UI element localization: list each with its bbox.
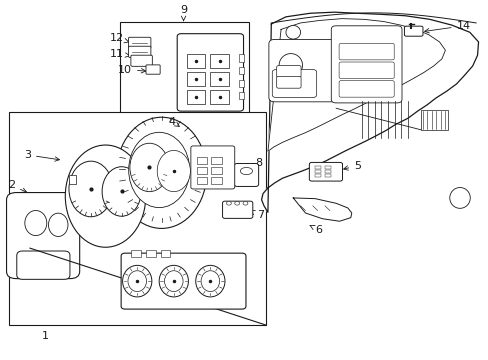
- Bar: [315, 174, 321, 177]
- Ellipse shape: [128, 132, 189, 208]
- Bar: [238, 92, 243, 99]
- Bar: [211, 157, 222, 163]
- Bar: [196, 177, 207, 184]
- Bar: [211, 177, 222, 184]
- FancyBboxPatch shape: [404, 26, 422, 36]
- Ellipse shape: [164, 271, 183, 292]
- Ellipse shape: [449, 188, 469, 208]
- FancyBboxPatch shape: [268, 40, 336, 102]
- FancyBboxPatch shape: [6, 193, 80, 279]
- FancyBboxPatch shape: [234, 163, 258, 186]
- FancyBboxPatch shape: [190, 146, 234, 189]
- FancyBboxPatch shape: [128, 37, 151, 48]
- Bar: [210, 90, 228, 104]
- Text: 9: 9: [180, 5, 187, 21]
- Text: 14: 14: [424, 21, 470, 33]
- FancyBboxPatch shape: [276, 76, 301, 88]
- Bar: [325, 170, 330, 173]
- Bar: [315, 170, 321, 173]
- FancyBboxPatch shape: [131, 55, 152, 66]
- Ellipse shape: [25, 211, 47, 235]
- Text: 11: 11: [109, 49, 129, 59]
- Polygon shape: [261, 12, 478, 212]
- FancyBboxPatch shape: [338, 62, 393, 78]
- Bar: [69, 175, 76, 184]
- FancyBboxPatch shape: [222, 201, 252, 219]
- Text: 8: 8: [249, 158, 262, 168]
- Text: 12: 12: [109, 33, 129, 43]
- Bar: [146, 250, 156, 257]
- Ellipse shape: [116, 117, 206, 228]
- Ellipse shape: [102, 167, 141, 216]
- Bar: [186, 90, 205, 104]
- Ellipse shape: [279, 54, 302, 77]
- Bar: [210, 72, 228, 86]
- Bar: [186, 54, 205, 68]
- FancyBboxPatch shape: [17, 251, 70, 279]
- Ellipse shape: [226, 202, 231, 205]
- Polygon shape: [293, 198, 351, 221]
- FancyBboxPatch shape: [177, 34, 243, 111]
- Bar: [186, 72, 205, 86]
- Bar: [138, 175, 145, 184]
- Polygon shape: [267, 19, 445, 151]
- FancyBboxPatch shape: [309, 162, 342, 181]
- FancyBboxPatch shape: [146, 65, 160, 74]
- Ellipse shape: [240, 167, 252, 175]
- Text: 7: 7: [250, 210, 264, 220]
- Bar: [211, 167, 222, 174]
- Bar: [238, 54, 243, 62]
- Bar: [315, 166, 321, 168]
- FancyBboxPatch shape: [338, 43, 393, 60]
- Text: 3: 3: [24, 150, 60, 161]
- Bar: [131, 250, 141, 257]
- Bar: [120, 22, 249, 116]
- Bar: [210, 54, 228, 68]
- Bar: [9, 112, 266, 325]
- Ellipse shape: [157, 150, 190, 192]
- FancyBboxPatch shape: [121, 253, 245, 309]
- Text: 6: 6: [309, 225, 322, 235]
- Bar: [160, 250, 170, 257]
- Text: 1: 1: [42, 331, 49, 341]
- FancyBboxPatch shape: [330, 26, 401, 103]
- Ellipse shape: [243, 202, 247, 205]
- Ellipse shape: [195, 265, 224, 297]
- Bar: [325, 174, 330, 177]
- Ellipse shape: [48, 213, 68, 237]
- Ellipse shape: [69, 161, 113, 217]
- Ellipse shape: [65, 145, 145, 247]
- Ellipse shape: [128, 271, 146, 292]
- Bar: [196, 167, 207, 174]
- Text: 4: 4: [168, 117, 179, 127]
- Text: 2: 2: [8, 180, 26, 192]
- Ellipse shape: [159, 265, 188, 297]
- Ellipse shape: [201, 271, 219, 292]
- FancyBboxPatch shape: [272, 69, 316, 98]
- Text: 5: 5: [343, 161, 360, 171]
- Bar: [325, 166, 330, 168]
- Text: 13: 13: [191, 284, 211, 299]
- Ellipse shape: [285, 26, 300, 39]
- Bar: [196, 157, 207, 163]
- Bar: [238, 80, 243, 87]
- FancyBboxPatch shape: [276, 66, 301, 77]
- Ellipse shape: [130, 143, 168, 192]
- Ellipse shape: [122, 265, 152, 297]
- FancyBboxPatch shape: [338, 81, 393, 97]
- Ellipse shape: [234, 202, 239, 205]
- Bar: [420, 110, 447, 130]
- Text: 10: 10: [118, 64, 145, 75]
- Bar: [238, 67, 243, 74]
- FancyBboxPatch shape: [128, 46, 151, 57]
